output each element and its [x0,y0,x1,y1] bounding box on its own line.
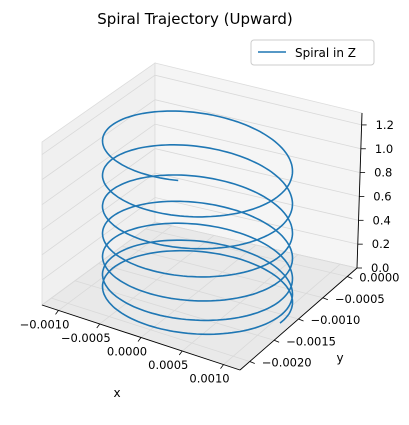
x-axis-label: x [113,386,120,400]
z-tick-label: 0.8 [374,166,392,180]
y-tick-label: −0.0020 [262,356,312,370]
x-tick-label: 0.0000 [107,345,147,359]
y-axis-label: y [336,351,343,365]
y-tick-mark [299,319,304,321]
x-tick-label: 0.0005 [148,358,188,372]
y-tick-mark [323,298,328,300]
y-tick-mark [274,340,279,342]
y-tick-label: −0.0005 [335,292,385,306]
x-tick-mark [56,310,59,314]
y-tick-label: −0.0010 [311,313,361,327]
legend-label: Spiral in Z [295,46,356,60]
y-tick-label: −0.0015 [286,334,336,348]
x-tick-mark [97,324,100,328]
z-tick-label: 0.0 [371,261,389,275]
x-tick-label: −0.0005 [61,331,111,345]
x-tick-label: −0.0010 [20,317,70,331]
y-tick-mark [347,277,352,279]
z-tick-label: 0.4 [373,213,391,227]
z-tick-label: 1.2 [376,118,394,132]
z-tick-label: 1.0 [375,142,393,156]
y-tick-mark [250,362,255,364]
z-tick-label: 0.2 [372,237,390,251]
legend: Spiral in Z [251,40,374,65]
x-tick-mark [138,338,141,342]
x-tick-label: 0.0010 [189,372,229,386]
x-tick-mark [179,351,182,355]
chart-title: Spiral Trajectory (Upward) [97,10,292,28]
x-tick-mark [221,365,224,369]
z-tick-label: 0.6 [373,189,391,203]
